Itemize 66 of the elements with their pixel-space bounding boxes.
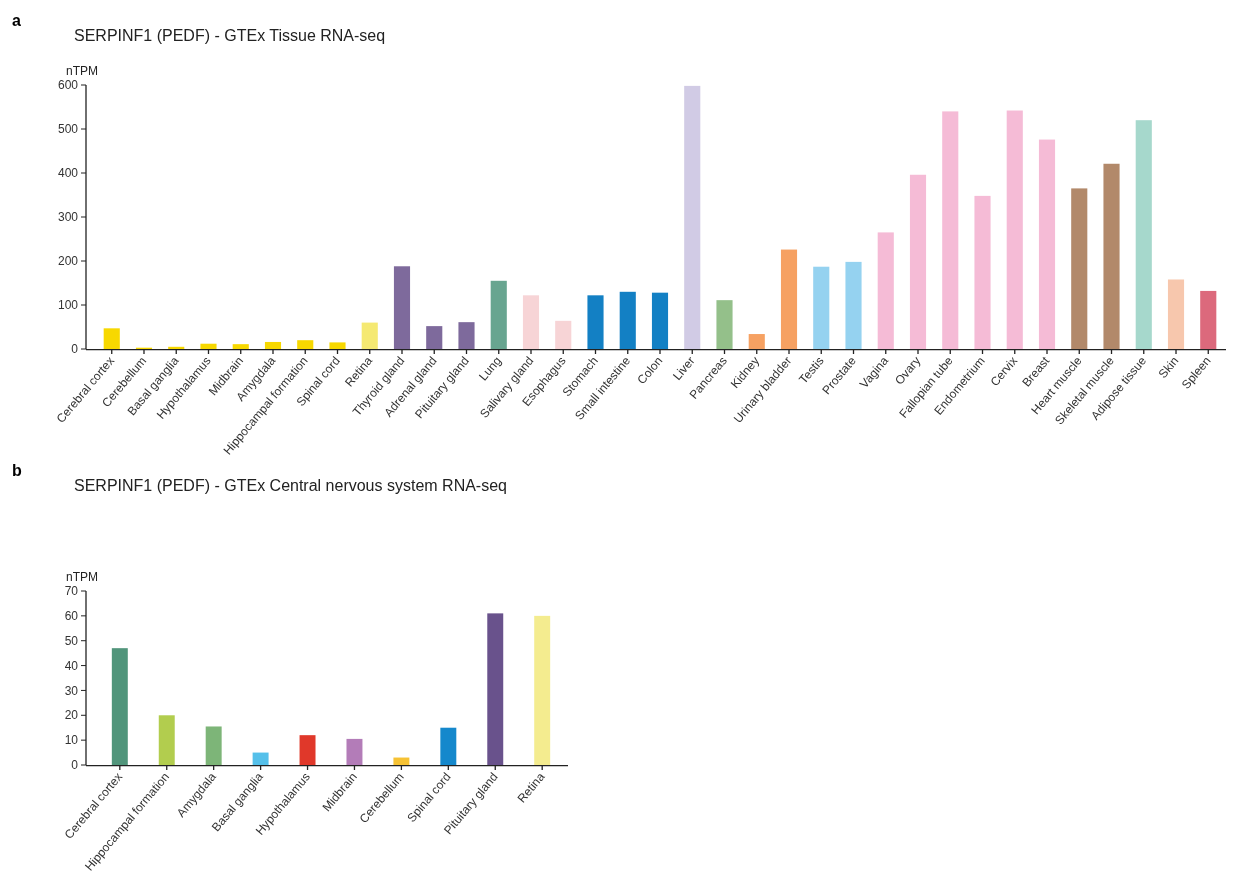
- bar: [299, 735, 316, 765]
- bar: [440, 727, 457, 765]
- chart-title: SERPINF1 (PEDF) - GTEx Central nervous system RNA-seq: [74, 477, 507, 494]
- bar: [158, 715, 175, 765]
- y-tick-label: 600: [57, 78, 79, 93]
- bar: [346, 738, 363, 765]
- bar: [361, 322, 378, 349]
- y-tick-label: 40: [64, 658, 79, 673]
- bar: [1071, 188, 1088, 349]
- y-tick-label: 0: [71, 342, 79, 357]
- y-tick-label: 100: [57, 298, 79, 313]
- y-tick-label: 0: [71, 758, 79, 773]
- y-tick-label: 300: [57, 210, 79, 225]
- y-axis-title: nTPM: [65, 64, 99, 78]
- y-tick-label: 50: [64, 633, 79, 648]
- bar: [1200, 290, 1217, 349]
- bar: [103, 328, 120, 349]
- bar: [1038, 139, 1056, 349]
- y-tick-label: 70: [64, 584, 79, 599]
- y-tick-label: 400: [57, 166, 79, 181]
- y-tick-label: 20: [64, 708, 79, 723]
- bar: [297, 340, 314, 349]
- bar: [490, 280, 507, 349]
- bar: [393, 757, 410, 765]
- bar: [587, 295, 604, 349]
- x-tick-label: Skin: [1155, 353, 1182, 381]
- bar: [426, 326, 443, 349]
- bar: [487, 613, 504, 765]
- bar: [200, 343, 217, 349]
- bar: [716, 300, 733, 349]
- bar: [534, 615, 551, 765]
- bar: [845, 261, 862, 349]
- bar: [877, 232, 894, 349]
- bar: [1167, 279, 1185, 349]
- bar: [1006, 110, 1023, 349]
- text: a: [12, 12, 21, 29]
- bar: [684, 85, 701, 349]
- bar: [111, 648, 128, 765]
- bar: [813, 266, 830, 349]
- bar: [1103, 163, 1120, 349]
- bar: [1135, 120, 1152, 349]
- y-tick-label: 10: [64, 733, 79, 748]
- y-tick-label: 200: [57, 254, 79, 269]
- chart-title: SERPINF1 (PEDF) - GTEx Tissue RNA-seq: [74, 27, 386, 44]
- bar: [168, 346, 185, 349]
- bar: [748, 334, 765, 349]
- bar: [522, 295, 540, 349]
- bar: [264, 341, 282, 349]
- bar: [619, 291, 636, 349]
- bar: [942, 111, 959, 349]
- bar: [458, 322, 475, 349]
- bar: [974, 195, 991, 349]
- y-axis-title: nTPM: [65, 570, 99, 584]
- bar: [393, 266, 411, 349]
- bar: [205, 726, 222, 765]
- bar: [329, 342, 346, 349]
- bar: [780, 249, 798, 349]
- bar: [252, 752, 269, 765]
- y-tick-label: 500: [57, 122, 79, 137]
- bar: [555, 320, 572, 349]
- y-tick-label: 30: [64, 683, 79, 698]
- bar: [232, 344, 249, 349]
- text: b: [12, 462, 22, 479]
- bar: [651, 292, 669, 349]
- bar: [909, 174, 927, 349]
- y-tick-label: 60: [64, 609, 79, 624]
